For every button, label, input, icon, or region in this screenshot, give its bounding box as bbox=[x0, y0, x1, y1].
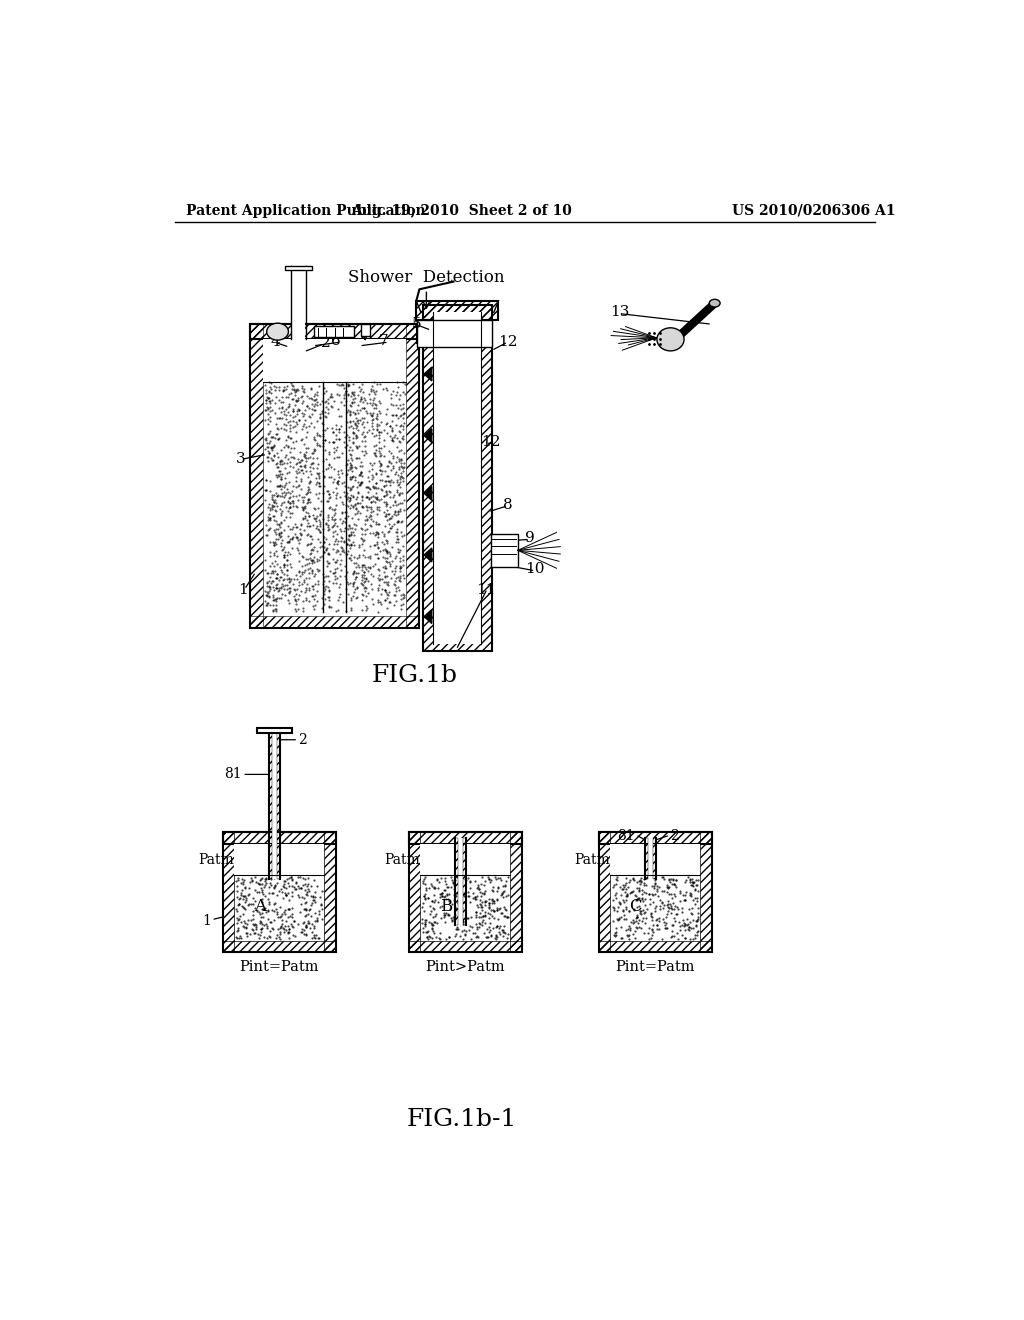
Bar bbox=[272, 729, 276, 879]
Text: FIG.1b: FIG.1b bbox=[372, 664, 458, 688]
Bar bbox=[417, 323, 433, 343]
Bar bbox=[599, 832, 610, 952]
Ellipse shape bbox=[657, 327, 684, 351]
Bar bbox=[599, 832, 712, 952]
Bar bbox=[417, 321, 493, 347]
Bar bbox=[263, 339, 407, 381]
Text: 8: 8 bbox=[503, 498, 513, 512]
Text: 10: 10 bbox=[525, 562, 545, 576]
Text: 7: 7 bbox=[379, 334, 388, 348]
Polygon shape bbox=[424, 610, 432, 623]
Bar bbox=[269, 729, 272, 879]
Bar bbox=[463, 838, 466, 925]
Polygon shape bbox=[424, 429, 432, 442]
Text: Patent Application Publication: Patent Application Publication bbox=[186, 203, 426, 218]
Text: Patm: Patm bbox=[199, 853, 234, 867]
Bar bbox=[610, 845, 700, 875]
Bar bbox=[360, 323, 370, 335]
Bar bbox=[223, 832, 336, 845]
Text: 2: 2 bbox=[321, 337, 331, 350]
Bar bbox=[410, 941, 521, 952]
Bar bbox=[510, 832, 521, 952]
Text: 3: 3 bbox=[236, 451, 245, 466]
Bar bbox=[276, 729, 280, 879]
Bar bbox=[599, 832, 712, 845]
Bar bbox=[599, 941, 712, 952]
Text: Pint=Patm: Pint=Patm bbox=[615, 960, 694, 974]
Bar bbox=[652, 838, 655, 879]
Bar bbox=[257, 729, 292, 733]
Text: US 2010/0206306 A1: US 2010/0206306 A1 bbox=[732, 203, 896, 218]
Bar bbox=[410, 832, 420, 952]
Text: 12: 12 bbox=[498, 335, 517, 348]
Text: 81: 81 bbox=[617, 829, 635, 843]
Bar bbox=[223, 832, 336, 952]
Text: Aug. 19, 2010  Sheet 2 of 10: Aug. 19, 2010 Sheet 2 of 10 bbox=[351, 203, 571, 218]
Text: 2: 2 bbox=[670, 829, 679, 843]
Text: 1: 1 bbox=[202, 913, 211, 928]
Bar bbox=[251, 323, 419, 339]
Text: C: C bbox=[630, 899, 642, 915]
Bar bbox=[648, 838, 652, 879]
Text: B: B bbox=[439, 899, 452, 915]
Text: FIG.1b-1: FIG.1b-1 bbox=[407, 1107, 516, 1131]
Text: Patm: Patm bbox=[574, 853, 610, 867]
Bar bbox=[410, 832, 521, 952]
Polygon shape bbox=[424, 548, 432, 562]
Bar bbox=[599, 832, 712, 952]
Text: 9: 9 bbox=[524, 531, 535, 545]
Text: Pint>Patm: Pint>Patm bbox=[425, 960, 505, 974]
Bar bbox=[455, 838, 458, 925]
Text: 13: 13 bbox=[610, 305, 630, 319]
Text: 11: 11 bbox=[476, 582, 496, 597]
Bar bbox=[490, 535, 518, 566]
Bar bbox=[417, 301, 499, 321]
Polygon shape bbox=[424, 367, 432, 381]
Text: 6: 6 bbox=[331, 334, 341, 348]
Text: 5: 5 bbox=[412, 317, 421, 331]
Text: 4: 4 bbox=[270, 335, 281, 348]
Bar bbox=[407, 323, 419, 628]
Text: A: A bbox=[254, 899, 266, 915]
Bar bbox=[251, 323, 263, 628]
Bar bbox=[420, 845, 510, 875]
Bar bbox=[223, 941, 336, 952]
Bar bbox=[433, 313, 481, 644]
Ellipse shape bbox=[266, 323, 289, 341]
Bar bbox=[314, 326, 354, 337]
Text: 12: 12 bbox=[481, 434, 501, 449]
Bar bbox=[420, 327, 432, 341]
Text: 81: 81 bbox=[224, 767, 242, 781]
Polygon shape bbox=[424, 487, 432, 500]
Ellipse shape bbox=[710, 300, 720, 308]
Bar bbox=[223, 832, 336, 952]
Bar bbox=[251, 323, 419, 628]
Bar bbox=[285, 267, 312, 271]
Bar bbox=[700, 832, 711, 952]
Text: Shower  Detection: Shower Detection bbox=[348, 269, 505, 286]
Bar bbox=[410, 832, 521, 952]
Text: Pint=Patm: Pint=Patm bbox=[240, 960, 318, 974]
Bar bbox=[410, 832, 521, 845]
Text: 2: 2 bbox=[298, 733, 306, 747]
Bar bbox=[292, 267, 305, 339]
Bar bbox=[423, 305, 493, 651]
Bar bbox=[223, 832, 234, 952]
Text: Patm: Patm bbox=[384, 853, 420, 867]
Bar bbox=[251, 615, 419, 628]
Bar bbox=[324, 832, 335, 952]
Text: 1: 1 bbox=[238, 582, 248, 597]
Bar bbox=[458, 838, 463, 925]
Bar bbox=[234, 845, 324, 875]
Bar bbox=[645, 838, 648, 879]
